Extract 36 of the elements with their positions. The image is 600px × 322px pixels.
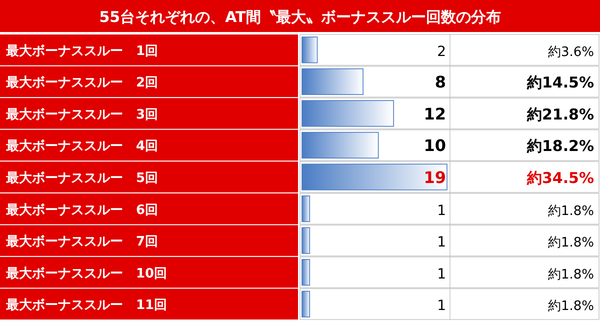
data-label: 1 (437, 266, 446, 282)
text: 約18.2% (526, 137, 594, 156)
data-label: 1 (437, 298, 446, 314)
y-tick-label: 最大ボーナススルー 7回 (5, 234, 158, 250)
data-label: 1 (437, 234, 446, 251)
bar (302, 132, 379, 159)
bar (302, 68, 364, 95)
data-label: 19 (424, 168, 446, 187)
bar (302, 195, 310, 222)
data-label: 10 (424, 136, 446, 156)
y-tick-label: 最大ボーナススルー 2回 (5, 76, 158, 91)
y-tick-label: 最大ボーナススルー 4回 (5, 139, 158, 154)
y-tick-label: 最大ボーナススルー 11回 (5, 298, 168, 314)
y-tick-label: 最大ボーナススルー 6回 (5, 202, 158, 218)
bar (302, 259, 310, 286)
data-label: 2 (437, 44, 446, 60)
y-tick-label: 最大ボーナススルー 10回 (5, 266, 168, 282)
data-label: 1 (437, 202, 446, 219)
text: 約1.8% (548, 204, 594, 219)
text: 約1.8% (548, 267, 594, 282)
text: 約3.6% (548, 44, 594, 60)
bar (302, 227, 310, 254)
text: 約1.8% (548, 236, 594, 251)
text: 約1.8% (548, 299, 594, 314)
bar (302, 100, 394, 127)
text: 約21.8% (526, 105, 594, 124)
y-tick-label: 最大ボーナススルー 3回 (5, 107, 158, 122)
chart-title: 55台それぞれの、AT間〝最大〟ボーナススルー回数の分布 (99, 8, 501, 26)
text: 約34.5% (526, 169, 594, 187)
y-tick-label: 最大ボーナススルー 5回 (5, 171, 158, 186)
bar (302, 290, 310, 318)
data-label: 12 (424, 104, 446, 124)
data-label: 8 (434, 72, 446, 92)
bar (302, 36, 318, 64)
y-tick-label: 最大ボーナススルー 1回 (5, 44, 158, 59)
text: 約14.5% (526, 74, 594, 92)
